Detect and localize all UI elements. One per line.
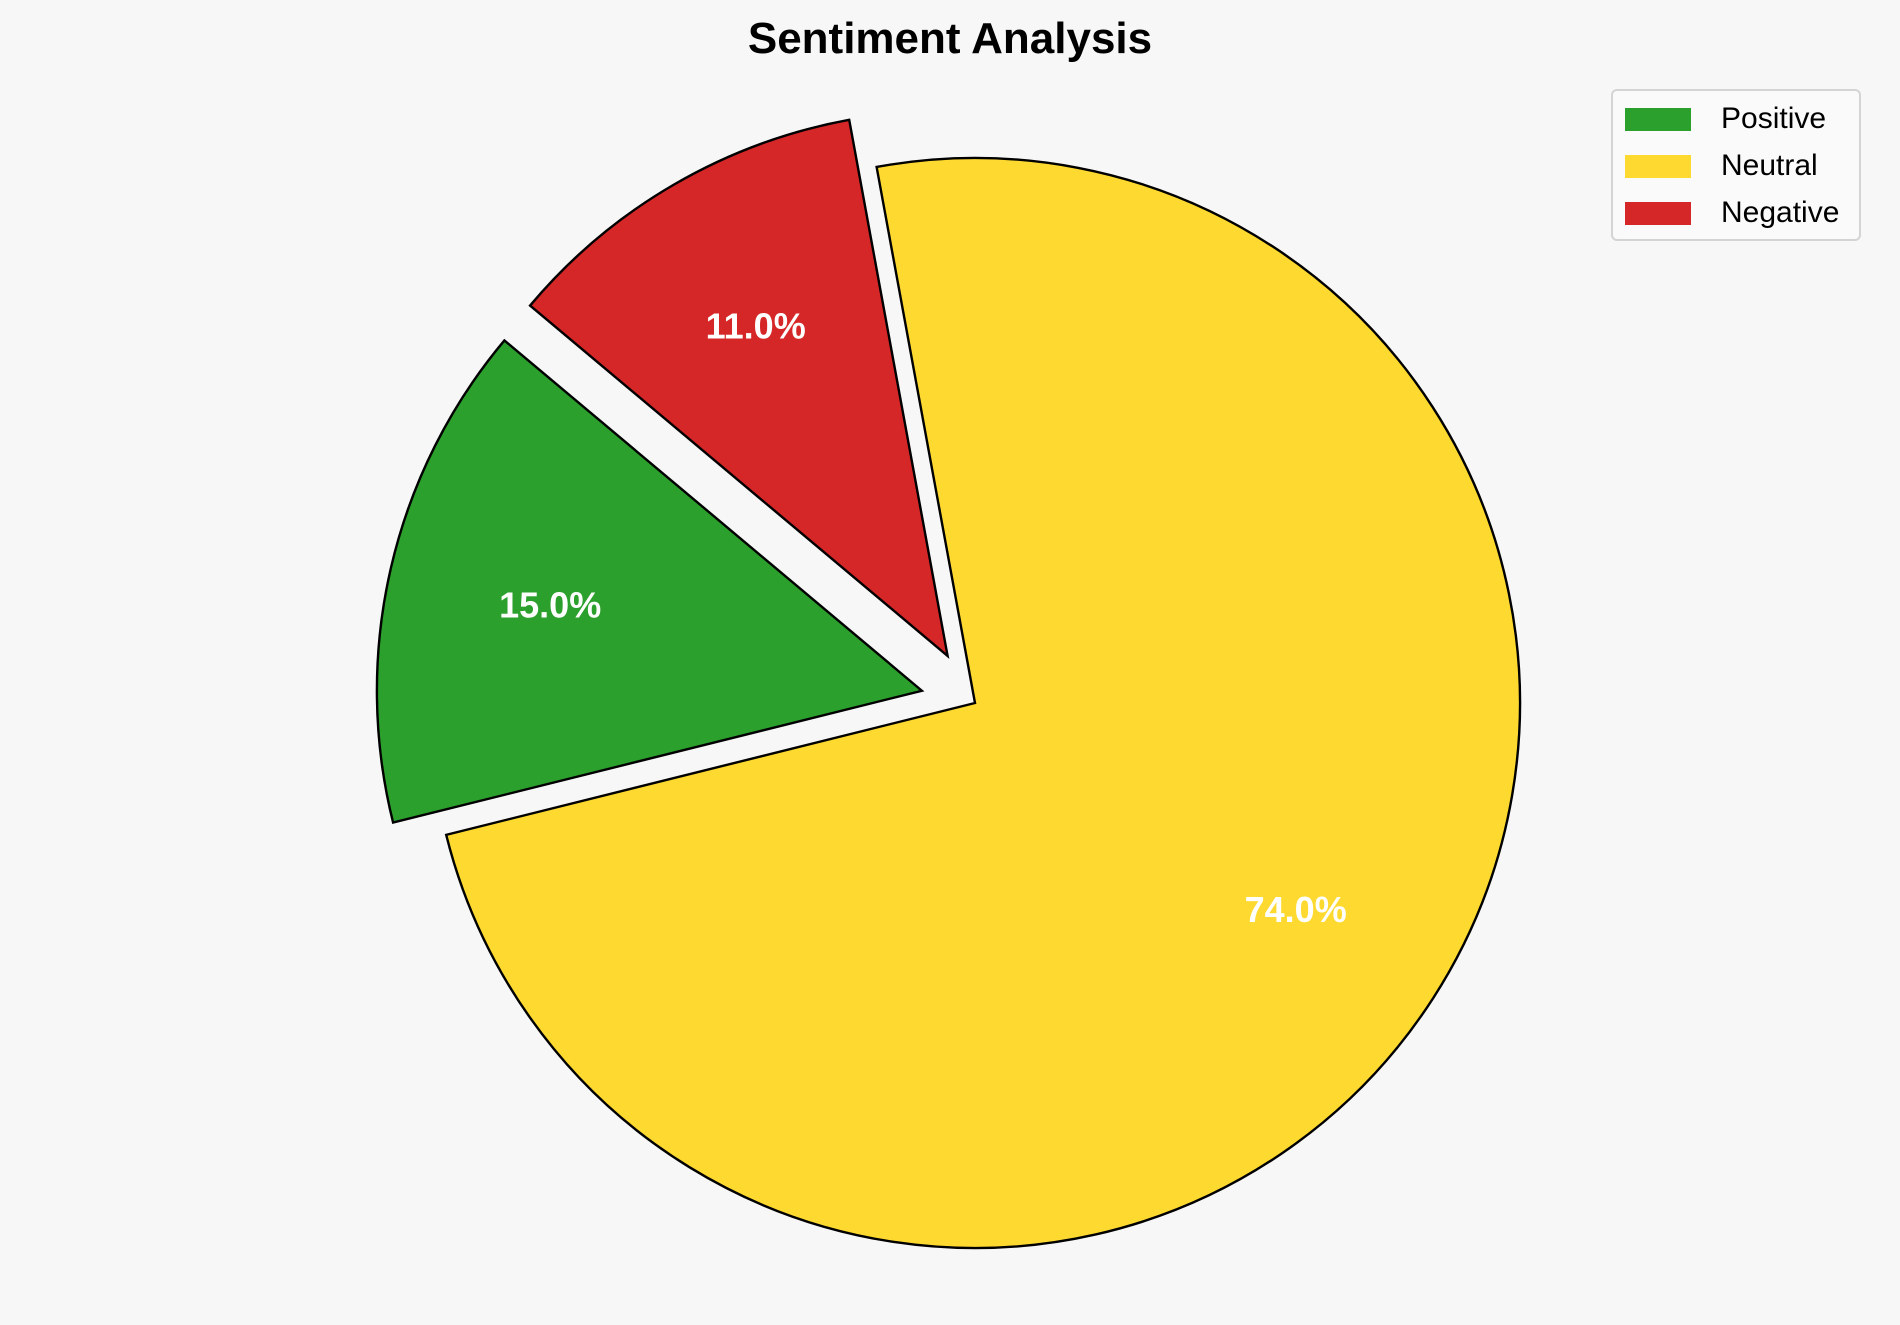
legend-swatch-negative bbox=[1625, 201, 1691, 225]
legend-label: Neutral bbox=[1721, 149, 1818, 182]
slice-label-positive: 15.0% bbox=[499, 584, 601, 625]
slice-label-neutral: 74.0% bbox=[1245, 889, 1347, 930]
legend-swatch-positive bbox=[1625, 107, 1691, 131]
pie-slice-positive bbox=[375, 338, 925, 825]
pie-slice-neutral bbox=[444, 156, 1522, 1250]
legend-label: Negative bbox=[1721, 196, 1840, 229]
legend-swatch-neutral bbox=[1625, 154, 1691, 178]
pie-slice-negative bbox=[528, 118, 950, 659]
legend-item-positive: Positive bbox=[1625, 102, 1827, 135]
slice-label-negative: 11.0% bbox=[706, 306, 806, 347]
chart-title: Sentiment Analysis bbox=[747, 14, 1153, 63]
legend-label: Positive bbox=[1721, 102, 1827, 135]
legend-item-neutral: Neutral bbox=[1625, 149, 1818, 182]
legend-item-negative: Negative bbox=[1625, 196, 1840, 229]
legend: Positive Neutral Negative bbox=[1611, 89, 1861, 241]
